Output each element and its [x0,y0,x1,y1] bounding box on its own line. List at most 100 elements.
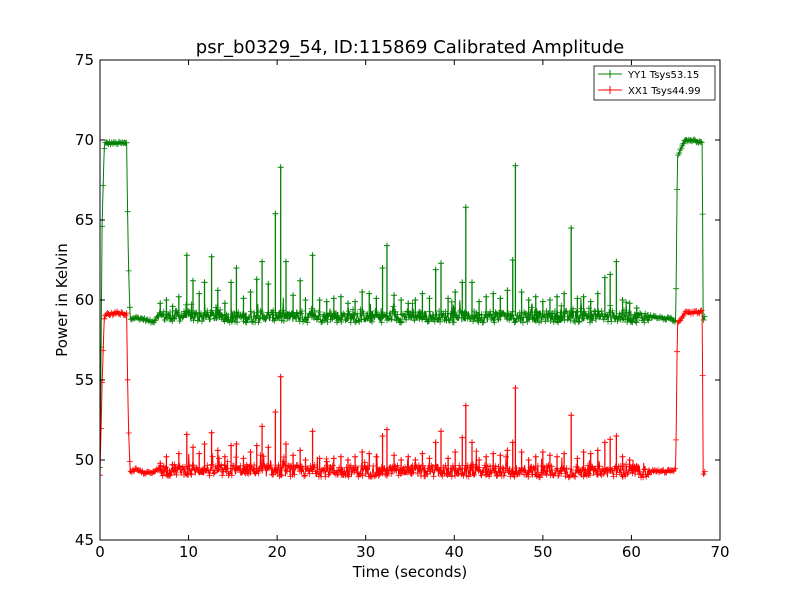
legend-label-yy1: YY1 Tsys53.15 [627,70,699,81]
y-tick-label: 70 [75,131,94,149]
spike-marker [175,293,182,300]
spike-marker [309,428,316,435]
spike-marker [391,292,398,299]
x-tick-label: 40 [445,543,464,561]
spike-marker [379,265,386,271]
spike-marker [352,453,359,460]
x-tick-label: 20 [268,543,287,561]
spike-marker [490,450,497,457]
spike-marker [462,204,469,211]
spike-marker [228,279,235,286]
legend-label-xx1: XX1 Tsys44.99 [628,86,701,97]
spike-marker [345,457,351,463]
spike-marker [265,444,272,451]
spike-marker [290,452,297,459]
spike-marker [483,293,490,300]
spike-marker [323,458,330,465]
spike-marker [626,300,633,307]
y-axis-label: Power in Kelvin [53,243,71,357]
spike-marker [580,449,587,455]
spike-marker [561,450,568,457]
spike-marker [233,441,240,447]
spike-marker [196,450,203,457]
spike-marker [432,439,439,446]
spike-marker [587,298,594,305]
spike-marker [175,450,182,457]
spike-marker [323,298,330,305]
spike-marker [330,295,337,302]
plot-area [100,136,708,481]
spike-marker [379,433,386,439]
spike-marker [518,289,525,295]
spike-marker [613,258,620,265]
x-axis-label: Time (seconds) [352,563,468,581]
spike-marker [580,293,587,300]
spike-marker [539,449,546,455]
spike-marker [568,412,575,419]
spike-marker [316,455,323,462]
spike-marker [366,290,373,297]
spike-marker [462,402,469,409]
spike-marker [265,281,272,287]
spike-marker [483,453,490,460]
legend-entry-yy1: YY1 Tsys53.15 [598,70,699,81]
spike-marker [426,455,433,462]
spike-marker [619,453,626,460]
spike-marker [633,463,640,470]
spike-marker [157,300,164,307]
spike-marker [512,385,519,391]
spike-marker [607,436,614,443]
spike-marker [539,298,546,305]
spike-marker [337,453,344,460]
spike-marker [309,252,316,259]
spike-marker [190,277,196,284]
spike-marker [183,252,190,259]
spike-marker [157,460,164,467]
spike-marker [297,447,304,454]
spike-marker [554,293,561,300]
spike-marker [613,433,620,439]
legend-entry-xx1: XX1 Tsys44.99 [598,86,701,97]
spike-marker [233,265,240,271]
series-yy1 [100,136,708,471]
spike-marker [452,449,459,455]
spike-marker [601,274,608,281]
x-axis: 0 10 20 30 40 50 60 70 [95,60,730,561]
spike-marker [619,297,626,303]
spike-marker [163,453,170,460]
spike-marker [574,295,581,302]
spike-marker [525,297,532,303]
spike-marker [208,429,215,436]
spike-marker [169,303,176,310]
spike-marker [633,305,640,311]
spike-marker [405,300,412,307]
spike-marker [383,242,390,249]
spike-marker [253,276,260,283]
spike-marker [607,271,614,278]
spike-marker [459,279,466,286]
spike-marker [419,450,426,457]
spike-marker [277,164,284,171]
spike-marker [345,300,351,307]
spike-marker [554,453,561,460]
spike-marker [532,453,539,460]
series-xx1 [100,307,708,481]
spike-marker [247,449,254,455]
y-tick-label: 65 [75,211,94,229]
legend-marker-xx1 [606,86,614,94]
spike-marker [302,457,309,463]
spike-marker [214,287,221,294]
spike-marker [190,444,196,451]
spike-marker [504,287,511,294]
spike-marker [497,295,504,302]
spike-marker [546,297,553,303]
spike-marker [373,295,380,302]
spike-marker [452,289,459,295]
spike-marker [359,449,366,455]
spike-marker [509,439,516,446]
spike-marker [419,290,426,297]
y-tick-label: 75 [75,51,94,69]
spike-marker [290,292,297,299]
spike-marker [201,279,208,286]
x-tick-label: 10 [179,543,198,561]
